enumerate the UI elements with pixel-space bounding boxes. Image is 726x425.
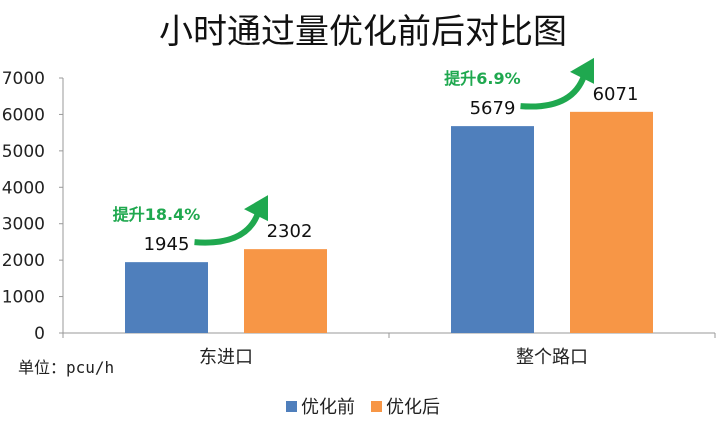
y-tick-label: 2000 (2, 251, 45, 271)
bar-before (125, 262, 208, 333)
data-label: 2302 (267, 221, 313, 242)
bar-after (570, 111, 653, 334)
y-tick-label: 4000 (2, 178, 45, 198)
increase-arrow-icon (194, 211, 261, 246)
chart-title: 小时通过量优化前后对比图 (159, 12, 567, 52)
increase-arrow-icon (520, 74, 587, 110)
gain-annotation: 提升18.4% (113, 205, 201, 224)
legend: 优化前 优化后 (0, 393, 726, 419)
bar-before (451, 126, 534, 333)
legend-item-before: 优化前 (286, 393, 355, 419)
legend-swatch (371, 400, 382, 412)
y-tick-label: 0 (34, 324, 45, 344)
arrow-head-icon (570, 57, 594, 84)
data-label: 6071 (593, 84, 639, 105)
unit-label: 单位：pcu/h (18, 358, 115, 377)
y-tick-label: 5000 (2, 142, 45, 162)
y-tick-label: 6000 (2, 105, 45, 125)
category-label: 整个路口 (516, 347, 588, 368)
legend-label: 优化后 (386, 397, 440, 418)
bar-after (244, 249, 327, 333)
category-label: 东进口 (199, 347, 253, 368)
gain-annotation: 提升6.9% (444, 69, 520, 88)
y-tick-label: 3000 (2, 215, 45, 235)
arrow-head-icon (244, 195, 268, 222)
y-tick-label: 7000 (2, 69, 45, 89)
data-label: 5679 (470, 98, 516, 119)
y-tick-label: 1000 (2, 288, 45, 308)
legend-item-after: 优化后 (371, 393, 440, 419)
legend-swatch (286, 400, 297, 412)
data-label: 1945 (144, 234, 190, 255)
legend-label: 优化前 (301, 397, 355, 418)
